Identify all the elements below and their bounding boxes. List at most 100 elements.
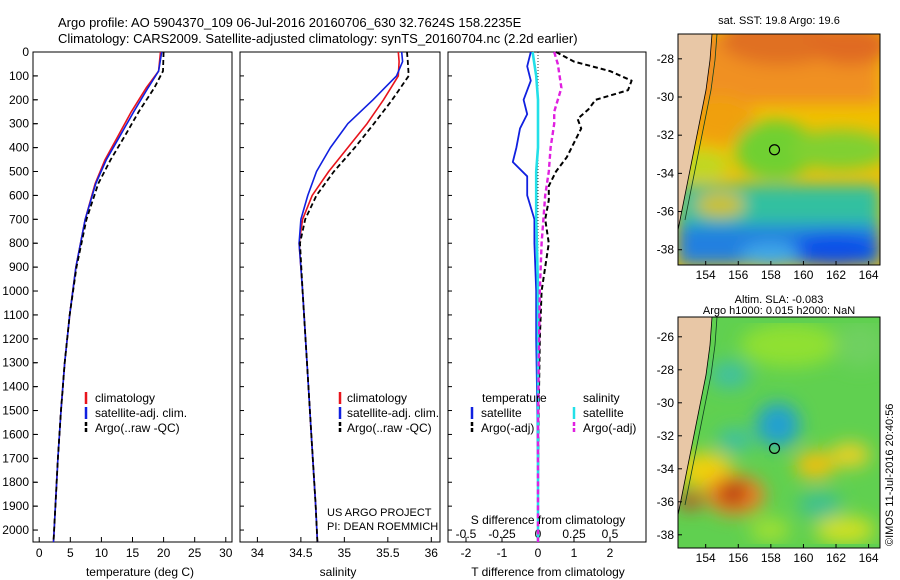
temperature-legend: climatology satellite-adj. clim. Argo(..… [84,391,187,435]
header-line2: Climatology: CARS2009. Satellite-adjuste… [58,31,578,46]
map-x-tick-label: 158 [761,551,781,565]
map-y-tick-label: -36 [657,495,675,509]
x-tick-label: 10 [95,546,109,560]
legend-s-satellite: satellite [583,406,624,420]
x-tick-label: 30 [219,546,233,560]
map-x-tick-label: 160 [793,268,813,282]
depth-tick-label: 400 [9,141,29,155]
series-line-climatology [52,51,162,543]
series-line-satellite [52,51,163,543]
sla-map-frame [677,316,881,549]
map-x-tick-label: 164 [859,268,879,282]
map-x-tick-label: 158 [761,268,781,282]
map-y-tick-label: -28 [657,363,675,377]
x-tick-label: 20 [157,546,171,560]
depth-tick-label: 1000 [2,284,29,298]
difference-legend-temperature: temperature satellite Argo(-adj) [470,391,547,435]
depth-tick-label: 200 [9,93,29,107]
top-tick-label: -0.25 [488,527,516,541]
depth-axis: 0 100 200 300 400 500 600 700 800 900 1000 1100 1200… [2,45,38,537]
map-y-tick-label: -32 [657,429,675,443]
header-line1: Argo profile: AO 5904370_109 06-Jul-2016… [58,15,522,30]
x-tick-label: 34.5 [289,546,313,560]
map-y-tick-label: -26 [657,330,675,344]
depth-tick-label: 1900 [2,499,29,513]
series-line-temperature-satellite [511,51,539,542]
map-y-tick-label: -38 [657,243,675,257]
map-y-tick-label: -36 [657,205,675,219]
salinity-panel-frame [239,51,441,543]
legend-s-argo: Argo(-adj) [583,421,636,435]
map-y-tick-label: -30 [657,396,675,410]
sla-map-title: Altim. SLA: -0.083 [735,294,824,306]
top-tick-label: -0.5 [456,527,477,541]
map-x-tick-label: 156 [728,551,748,565]
series-line-temperature-argo [537,51,633,542]
legend-t-argo: Argo(-adj) [481,421,534,435]
depth-tick-label: 1300 [2,356,29,370]
series-line-argo [299,51,410,543]
depth-tick-label: 300 [9,117,29,131]
depth-tick-label: 100 [9,69,29,83]
t-difference-axis-label: T difference from climatology [471,565,625,579]
legend-title-salinity: salinity [583,391,620,405]
sla-map-axes: 154 156 158 160 162 164 -26 -28 -30 -32 -34 -36 -38 [657,330,879,565]
legend-t-satellite: satellite [481,406,522,420]
map-y-tick-label: -34 [657,166,675,180]
map-y-tick-label: -28 [657,52,675,66]
map-y-tick-label: -34 [657,462,675,476]
depth-tick-label: 500 [9,165,29,179]
depth-tick-label: 1500 [2,404,29,418]
sst-map-title: sat. SST: 19.8 Argo: 19.6 [718,15,840,27]
depth-tick-label: 1200 [2,332,29,346]
sla-map [678,317,880,548]
top-tick-label: 0.5 [602,527,619,541]
depth-tick-label: 600 [9,188,29,202]
depth-tick-label: 900 [9,260,29,274]
x-tick-label: 36 [425,546,439,560]
legend-satellite: satellite-adj. clim. [347,406,439,420]
legend-title-temperature: temperature [482,391,547,405]
sla-map-subtitle: Argo h1000: 0.015 h2000: NaN [703,305,855,317]
map-x-tick-label: 154 [696,268,716,282]
map-y-tick-label: -32 [657,128,675,142]
series-line-salinity-argo [536,51,563,542]
x-tick-label: -1 [497,546,508,560]
legend-satellite: satellite-adj. clim. [95,406,187,420]
legend-climatology: climatology [95,391,155,405]
temperature-chart: 0 5 10 15 20 25 30 [33,51,233,560]
map-x-tick-label: 164 [859,551,879,565]
difference-panel-frame [447,51,647,543]
map-y-tick-label: -30 [657,90,675,104]
depth-tick-label: 0 [22,45,29,59]
x-tick-label: 34 [251,546,265,560]
map-x-tick-label: 162 [826,551,846,565]
temperature-panel-frame [32,51,233,543]
depth-tick-label: 2000 [2,523,29,537]
depth-tick-label: 1400 [2,380,29,394]
map-x-tick-label: 160 [793,551,813,565]
x-tick-label: 0 [535,546,542,560]
legend-climatology: climatology [347,391,407,405]
salinity-chart: 34 34.5 35 35.5 36 [240,51,439,560]
depth-tick-label: 1100 [3,308,29,322]
map-x-tick-label: 162 [826,268,846,282]
salinity-axis-label: salinity [320,565,357,579]
map-y-tick-label: -38 [657,528,675,542]
sst-map [678,34,880,265]
legend-argo: Argo(..raw -QC) [95,421,180,435]
depth-tick-label: 1800 [2,475,29,489]
pi-annotation: PI: DEAN ROEMMICH [327,521,438,533]
difference-chart: -2 -1 0 1 2-0.5 -0.25 0 0.25 0.5 [448,51,633,560]
x-tick-label: 35.5 [376,546,400,560]
series-line-argo [52,51,165,543]
x-tick-label: 2 [607,546,614,560]
sst-map-axes: 154 156 158 160 162 164 -28 -30 -32 -34 -36 -38 [657,52,879,282]
x-tick-label: 25 [188,546,202,560]
x-tick-label: 35 [338,546,352,560]
x-tick-label: 15 [126,546,140,560]
imos-credit: ©IMOS 11-Jul-2016 20:40:56 [884,404,896,546]
x-tick-label: -2 [461,546,472,560]
legend-argo: Argo(..raw -QC) [347,421,432,435]
x-tick-label: 0 [36,546,43,560]
